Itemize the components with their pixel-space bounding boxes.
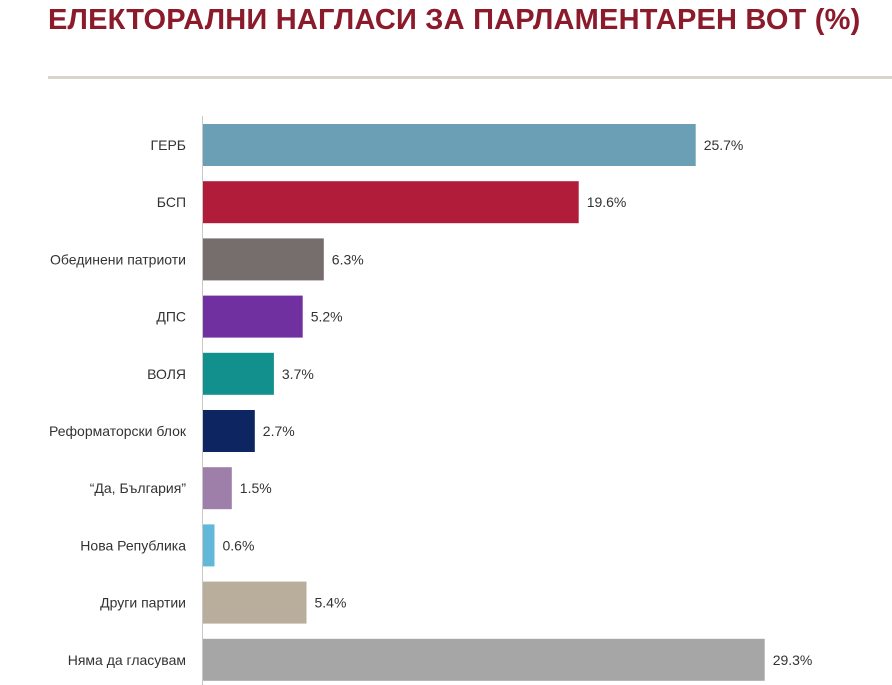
bar-5 [203,410,255,452]
category-label-8: Други партии [100,595,186,611]
category-label-7: Нова Република [80,537,186,553]
category-label-2: Обединени патриоти [50,251,186,267]
value-label-7: 0.6% [223,537,255,553]
value-label-4: 3.7% [282,366,314,382]
value-label-5: 2.7% [263,423,295,439]
bar-1 [203,181,579,224]
title-divider [48,76,892,79]
value-label-9: 29.3% [773,652,813,668]
bar-7 [203,524,215,567]
value-label-2: 6.3% [332,251,364,267]
category-label-4: ВОЛЯ [147,366,186,382]
bar-4 [203,352,274,395]
category-label-6: “Да, България” [90,480,187,496]
category-label-1: БСП [157,194,186,210]
category-label-0: ГЕРБ [151,137,186,153]
bar-9 [203,638,765,681]
bar-3 [203,295,303,338]
bar-6 [203,467,232,510]
bar-2 [203,238,324,281]
category-label-5: Реформаторски блок [49,423,187,439]
bar-0 [203,124,696,166]
value-label-8: 5.4% [315,595,347,611]
value-label-3: 5.2% [311,309,343,325]
value-label-1: 19.6% [587,194,627,210]
value-label-0: 25.7% [704,137,744,153]
category-label-9: Няма да гласувам [68,652,186,668]
bar-8 [203,581,307,624]
category-label-3: ДПС [156,309,186,325]
value-label-6: 1.5% [240,480,272,496]
page-title: ЕЛЕКТОРАЛНИ НАГЛАСИ ЗА ПАРЛАМЕНТАРЕН ВОТ… [48,4,861,36]
